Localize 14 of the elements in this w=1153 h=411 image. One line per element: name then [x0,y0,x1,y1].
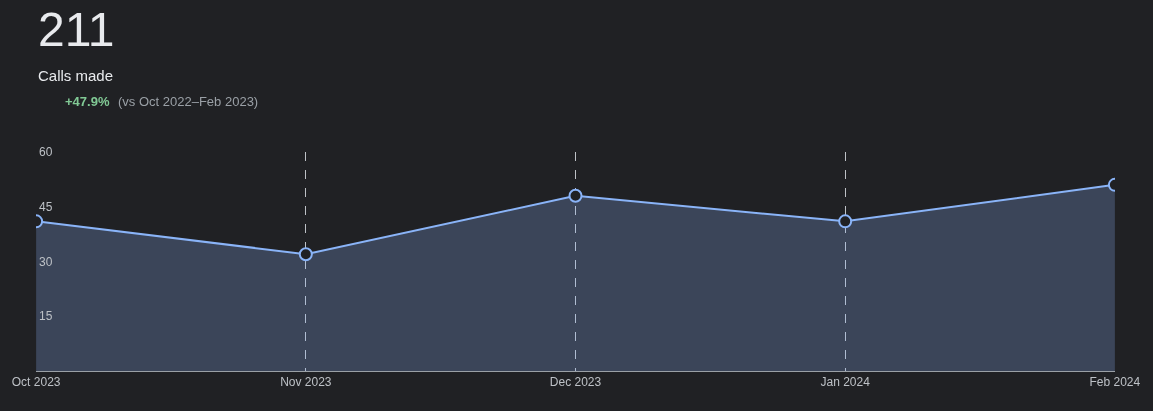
x-tick-label: Oct 2023 [11,375,61,390]
y-tick-label: 45 [39,199,53,214]
y-tick-label: 60 [39,145,53,160]
point [568,188,583,203]
chart-title: 211 [38,3,115,56]
x-tick-label: Feb 2024 [1089,375,1141,390]
x-tick-label: Dec 2023 [549,375,602,390]
text: (vs Oct 2022–Feb 2023) [118,94,259,109]
y-tick-label: 30 [39,254,53,269]
x-tick-label: Jan 2024 [820,375,871,390]
x-tick-label: Nov 2023 [280,375,332,390]
text: +47.9% [65,94,110,109]
chart-subtitle: Calls made [38,67,114,84]
y-tick-label: 15 [39,309,53,324]
